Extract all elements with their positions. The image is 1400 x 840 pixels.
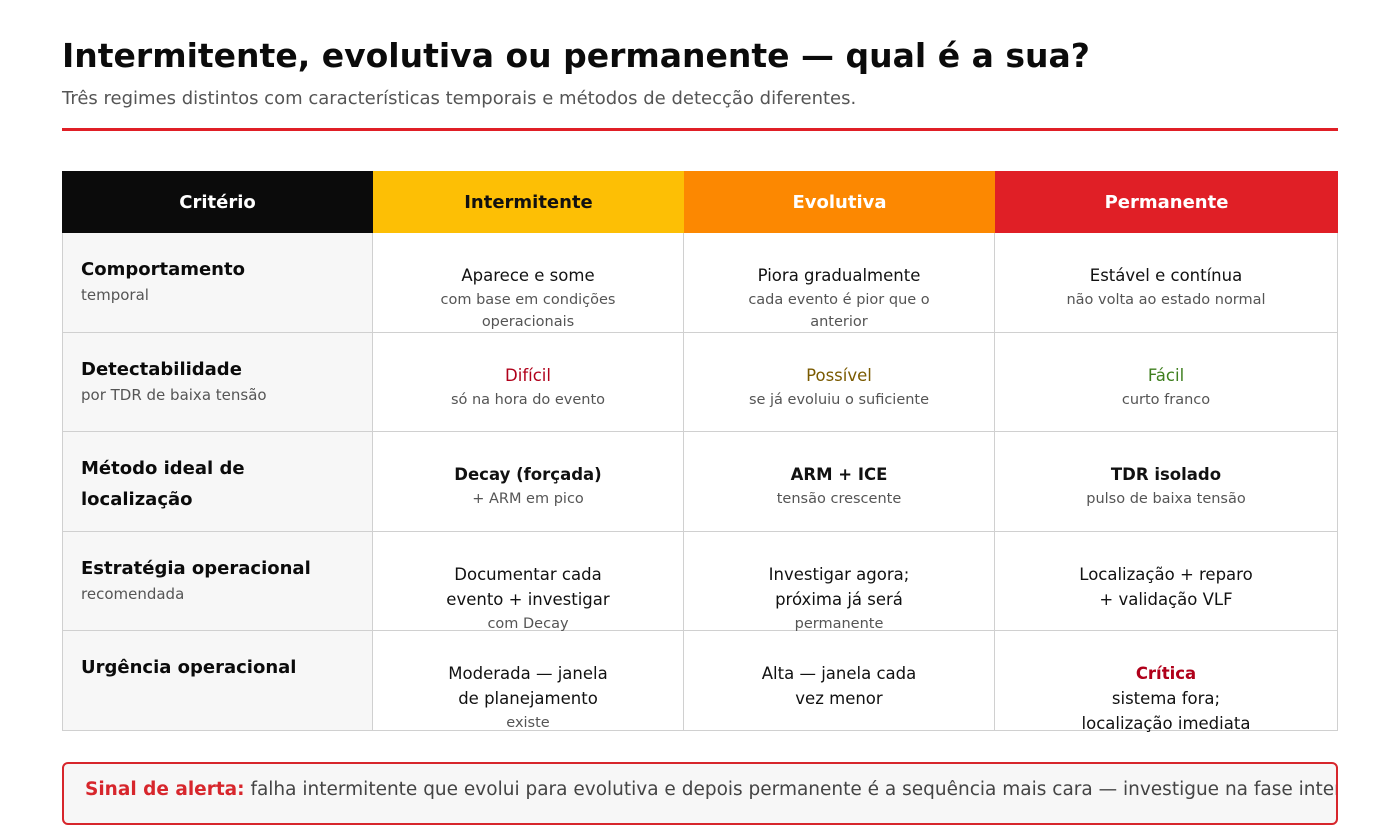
title-divider bbox=[62, 128, 1338, 131]
cell-evolutiva: Possível se já evoluiu o suficiente bbox=[684, 332, 995, 433]
criterion-sublabel: temporal bbox=[81, 286, 149, 304]
criterion-cell: Comportamento temporal bbox=[62, 233, 373, 333]
cell-main-text: TDR isolado bbox=[1110, 465, 1222, 485]
cell-permanente: Localização + reparo + validação VLF bbox=[995, 531, 1338, 632]
cell-evolutiva: Investigar agora; próxima já será permane… bbox=[684, 531, 995, 632]
cell-sub-text: tensão crescente bbox=[776, 491, 902, 508]
column-header-criterio: Critério bbox=[62, 171, 373, 233]
cell-main-text: Localização + reparo + validação VLF bbox=[1079, 564, 1253, 609]
cell-intermitente: Documentar cada evento + investigar com D… bbox=[373, 531, 684, 632]
cell-sub-text: permanente bbox=[794, 615, 884, 632]
cell-main-text-secondary: sistema fora; localização imediata bbox=[1081, 689, 1251, 734]
alert-message: falha intermitente que evolui para evolu… bbox=[244, 779, 1338, 800]
table-row: Método ideal de localização Decay (forçad… bbox=[62, 432, 1338, 532]
table-body: Comportamento temporal Aparece e some com b… bbox=[62, 233, 1338, 733]
cell-intermitente: Difícil só na hora do evento bbox=[373, 332, 684, 433]
cell-main-text: Fácil bbox=[1147, 365, 1185, 385]
cell-main-text: Difícil bbox=[505, 365, 551, 385]
cell-sub-text: com base em condições operacionais bbox=[440, 292, 616, 330]
cell-sub-text: curto franco bbox=[1121, 391, 1211, 408]
criterion-cell: Estratégia operacional recomendada bbox=[62, 531, 373, 632]
cell-intermitente: Aparece e some com base em condições oper… bbox=[373, 233, 684, 333]
cell-main-text: Crítica bbox=[1135, 664, 1197, 684]
column-header-label: Permanente bbox=[1104, 191, 1229, 213]
cell-sub-text: só na hora do evento bbox=[450, 391, 606, 408]
column-header-evolutiva: Evolutiva bbox=[684, 171, 995, 233]
cell-permanente: Estável e contínua não volta ao estado no… bbox=[995, 233, 1338, 333]
cell-sub-text: se já evoluiu o suficiente bbox=[748, 391, 930, 408]
cell-sub-text: pulso de baixa tensão bbox=[1086, 491, 1246, 508]
cell-main-text: Aparece e some bbox=[461, 266, 595, 285]
criterion-label: Comportamento bbox=[81, 259, 245, 280]
page-title: Intermitente, evolutiva ou permanente — … bbox=[62, 36, 1090, 75]
comparison-table: Critério Intermitente Evolutiva Permanen… bbox=[62, 171, 1338, 733]
criterion-cell: Urgência operacional bbox=[62, 631, 373, 731]
cell-sub-text: não volta ao estado normal bbox=[1066, 292, 1266, 308]
cell-main-text: ARM + ICE bbox=[790, 465, 888, 485]
cell-main-text: Possível bbox=[806, 365, 872, 385]
cell-sub-text: existe bbox=[506, 715, 550, 732]
cell-sub-text: com Decay bbox=[487, 615, 569, 632]
cell-main-text: Piora gradualmente bbox=[757, 266, 921, 285]
table-row: Detectabilidade por TDR de baixa tensão Di… bbox=[62, 332, 1338, 433]
column-header-label: Critério bbox=[179, 191, 256, 213]
column-header-permanente: Permanente bbox=[995, 171, 1338, 233]
cell-main-text: Moderada — janela de planejamento bbox=[448, 664, 608, 709]
column-header-intermitente: Intermitente bbox=[373, 171, 684, 233]
table-row: Estratégia operacional recomendada Documen… bbox=[62, 531, 1338, 632]
cell-evolutiva: ARM + ICE tensão crescente bbox=[684, 432, 995, 532]
cell-intermitente: Decay (forçada) + ARM em pico bbox=[373, 432, 684, 532]
cell-main-text: Estável e contínua bbox=[1089, 266, 1243, 285]
table-header-row: Critério Intermitente Evolutiva Permanen… bbox=[62, 171, 1338, 233]
criterion-label: Estratégia operacional bbox=[81, 557, 311, 579]
column-header-label: Evolutiva bbox=[792, 191, 887, 213]
cell-main-text: Alta — janela cada vez menor bbox=[761, 664, 917, 709]
criterion-cell: Detectabilidade por TDR de baixa tensão bbox=[62, 332, 373, 433]
table-row: Urgência operacional Moderada — janela de… bbox=[62, 631, 1338, 733]
cell-evolutiva: Piora gradualmente cada evento é pior que… bbox=[684, 233, 995, 333]
criterion-cell: Método ideal de localização bbox=[62, 432, 373, 532]
criterion-sublabel: recomendada bbox=[81, 584, 185, 603]
column-header-label: Intermitente bbox=[464, 191, 593, 213]
criterion-label: Urgência operacional bbox=[81, 657, 297, 679]
page-subtitle: Três regimes distintos com característic… bbox=[62, 88, 857, 109]
alert-label: Sinal de alerta: bbox=[85, 779, 245, 800]
criterion-label: Detectabilidade bbox=[81, 358, 242, 380]
cell-main-text: Documentar cada evento + investigar bbox=[446, 564, 610, 609]
cell-sub-text: + ARM em pico bbox=[472, 491, 584, 508]
alert-box: Sinal de alerta: falha intermitente que … bbox=[62, 762, 1338, 825]
cell-evolutiva: Alta — janela cada vez menor bbox=[684, 631, 995, 731]
criterion-label: Método ideal de localização bbox=[81, 458, 245, 511]
cell-intermitente: Moderada — janela de planejamento existe bbox=[373, 631, 684, 731]
cell-main-text: Decay (forçada) bbox=[454, 465, 602, 485]
table-row: Comportamento temporal Aparece e some com b… bbox=[62, 233, 1338, 333]
cell-permanente: Crítica sistema fora; localização imediat… bbox=[995, 631, 1338, 733]
criterion-sublabel: por TDR de baixa tensão bbox=[81, 385, 267, 404]
alert-text: Sinal de alerta: falha intermitente que … bbox=[85, 779, 1338, 800]
cell-permanente: Fácil curto franco bbox=[995, 332, 1338, 433]
cell-sub-text: cada evento é pior que o anterior bbox=[748, 292, 930, 330]
cell-main-text: Investigar agora; próxima já será bbox=[768, 564, 910, 609]
cell-permanente: TDR isolado pulso de baixa tensão bbox=[995, 432, 1338, 532]
